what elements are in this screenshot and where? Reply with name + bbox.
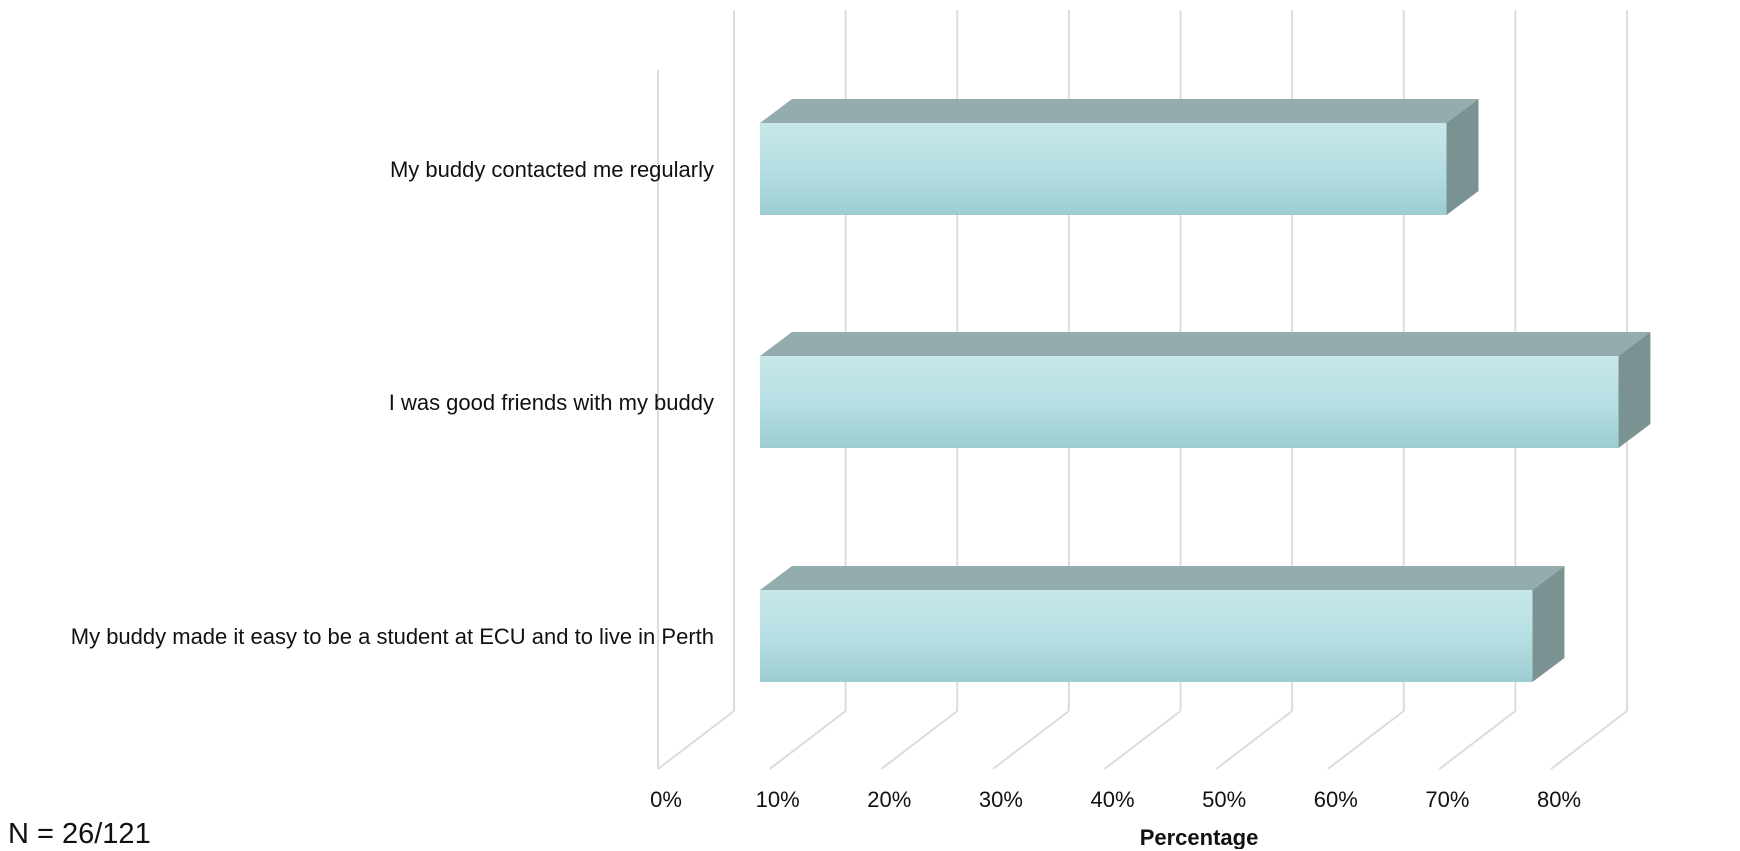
- x-tick-label: 60%: [1314, 787, 1358, 812]
- bar-side-face: [1618, 332, 1651, 448]
- bar: [760, 332, 1651, 448]
- bars-layer: [760, 99, 1651, 682]
- bar: [760, 99, 1479, 215]
- x-axis-title: Percentage: [1140, 825, 1259, 849]
- category-label: I was good friends with my buddy: [389, 390, 714, 415]
- x-tick-label: 80%: [1537, 787, 1581, 812]
- category-label: My buddy contacted me regularly: [390, 157, 714, 182]
- floor-line: [1550, 710, 1628, 770]
- bar-front-face: [760, 590, 1533, 682]
- bar-top-face: [760, 332, 1651, 356]
- x-tick-labels: 0% 10% 20% 30% 40% 50% 60% 70% 80%: [650, 787, 1581, 812]
- floor-line: [1327, 710, 1405, 770]
- x-tick-label: 30%: [979, 787, 1023, 812]
- x-tick-label: 70%: [1425, 787, 1469, 812]
- bar-top-face: [760, 566, 1565, 590]
- bar-side-face: [1446, 99, 1479, 215]
- x-tick-label: 40%: [1090, 787, 1134, 812]
- x-tick-label: 0%: [650, 787, 682, 812]
- floor-line: [657, 710, 735, 770]
- floor-line: [1215, 710, 1293, 770]
- floor-line: [880, 710, 958, 770]
- x-tick-label: 50%: [1202, 787, 1246, 812]
- bar-front-face: [760, 356, 1619, 448]
- x-tick-label: 10%: [756, 787, 800, 812]
- bar-front-face: [760, 123, 1447, 215]
- bar-side-face: [1532, 566, 1565, 682]
- category-label: My buddy made it easy to be a student at…: [71, 624, 714, 649]
- floor-line: [1103, 710, 1182, 770]
- bar: [760, 566, 1565, 682]
- x-tick-label: 20%: [867, 787, 911, 812]
- bar-top-face: [760, 99, 1479, 123]
- floor-line: [992, 710, 1070, 770]
- floor-line: [1438, 710, 1516, 770]
- category-labels: My buddy contacted me regularly I was goo…: [71, 157, 714, 649]
- floor-line: [769, 710, 847, 770]
- sample-size-note: N = 26/121: [8, 818, 151, 850]
